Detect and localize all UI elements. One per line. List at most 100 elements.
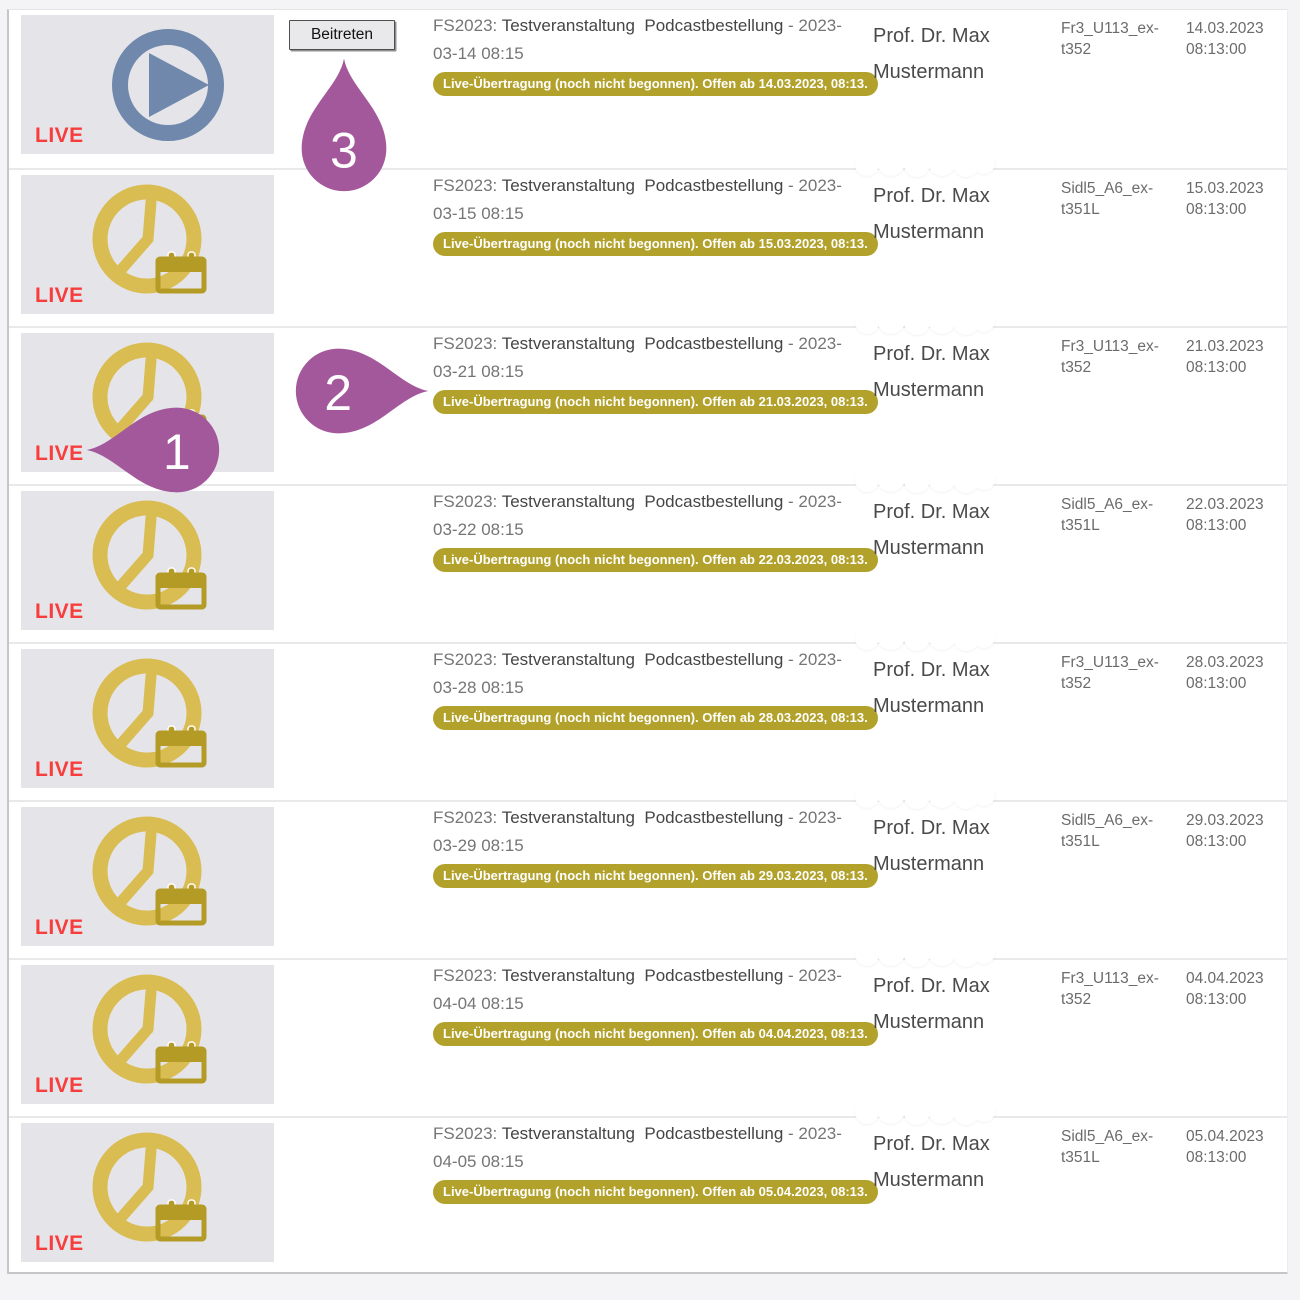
cloud-artifact [855,316,995,335]
room-label: Sidl5_A6_ex- t351L [1061,496,1154,534]
recording-datetime: 05.04.2023 08:13:00 [1186,1128,1264,1166]
title-datetime: - 2023- 04-05 08:15 [433,1124,842,1171]
title-semester-prefix: FS2023: [433,966,502,985]
join-button[interactable]: Beitreten [289,20,395,50]
status-badge: Live-Übertragung (noch nicht begonnen). … [433,548,878,572]
event-title[interactable]: FS2023: Testveranstaltung Podcastbestell… [433,12,903,68]
presenter-name: Prof. Dr. Max Mustermann [873,501,990,559]
room-label: Sidl5_A6_ex- t351L [1061,1128,1154,1166]
presenter-name: Prof. Dr. Max Mustermann [873,975,990,1033]
presenter-name: Prof. Dr. Max Mustermann [873,343,990,401]
annotation-number: 1 [163,424,191,480]
event-title[interactable]: FS2023: Testveranstaltung Podcastbestell… [433,172,903,228]
event-main-column: FS2023: Testveranstaltung Podcastbestell… [433,172,903,256]
list-item-6: LIVE FS2023: Testveranstaltung Podcastbe… [9,790,1287,958]
play-icon [112,29,224,141]
list-item-7: LIVE FS2023: Testveranstaltung Podcastbe… [9,948,1287,1116]
title-course-name: Testveranstaltung Podcastbestellung [501,650,789,669]
video-thumbnail[interactable]: LIVE [21,965,274,1104]
event-title[interactable]: FS2023: Testveranstaltung Podcastbestell… [433,1120,903,1176]
event-main-column: FS2023: Testveranstaltung Podcastbestell… [433,962,903,1046]
room-label: Fr3_U113_ex- t352 [1061,970,1159,1008]
title-course-name: Testveranstaltung Podcastbestellung [501,1124,789,1143]
live-badge: LIVE [35,758,84,781]
cloud-artifact [855,948,995,967]
status-badge: Live-Übertragung (noch nicht begonnen). … [433,232,878,256]
title-semester-prefix: FS2023: [433,1124,502,1143]
cloud-artifact [855,790,995,809]
annotation-marker-2: 2 [294,345,432,442]
live-badge: LIVE [35,916,84,939]
status-badge: Live-Übertragung (noch nicht begonnen). … [433,1022,878,1046]
clock-calendar-icon [92,974,207,1084]
annotation-number: 2 [324,365,352,421]
title-semester-prefix: FS2023: [433,808,502,827]
clock-calendar-icon [92,500,207,610]
video-thumbnail[interactable]: LIVE [21,175,274,314]
event-title[interactable]: FS2023: Testveranstaltung Podcastbestell… [433,804,903,860]
title-course-name: Testveranstaltung Podcastbestellung [501,176,789,195]
title-datetime: - 2023- 03-15 08:15 [433,176,842,223]
room-label: Sidl5_A6_ex- t351L [1061,812,1154,850]
room-label: Fr3_U113_ex- t352 [1061,20,1159,58]
event-main-column: FS2023: Testveranstaltung Podcastbestell… [433,1120,903,1204]
clock-calendar-icon [92,658,207,768]
recording-datetime: 22.03.2023 08:13:00 [1186,496,1264,534]
list-item-3: LIVE FS2023: Testveranstaltung Podcastbe… [9,316,1287,484]
cloud-artifact [855,632,995,651]
presenter-name: Prof. Dr. Max Mustermann [873,1133,990,1191]
video-thumbnail[interactable]: LIVE [21,1123,274,1262]
video-thumbnail[interactable]: LIVE [21,807,274,946]
video-thumbnail[interactable]: LIVE [21,491,274,630]
title-course-name: Testveranstaltung Podcastbestellung [501,16,789,35]
clock-calendar-icon [92,184,207,294]
event-main-column: FS2023: Testveranstaltung Podcastbestell… [433,804,903,888]
video-thumbnail[interactable]: LIVE [21,649,274,788]
live-badge: LIVE [35,284,84,307]
live-events-list: LIVE Beitreten FS2023: Testveranstaltung… [7,9,1288,1274]
status-badge: Live-Übertragung (noch nicht begonnen). … [433,1180,878,1204]
title-semester-prefix: FS2023: [433,176,502,195]
live-badge: LIVE [35,124,84,147]
annotation-marker-3: 3 [298,55,390,198]
title-course-name: Testveranstaltung Podcastbestellung [501,966,789,985]
list-item-1: LIVE Beitreten FS2023: Testveranstaltung… [9,10,1287,168]
title-semester-prefix: FS2023: [433,16,502,35]
title-datetime: - 2023- 03-14 08:15 [433,16,842,63]
event-title[interactable]: FS2023: Testveranstaltung Podcastbestell… [433,962,903,1018]
room-label: Fr3_U113_ex- t352 [1061,338,1159,376]
status-badge: Live-Übertragung (noch nicht begonnen). … [433,864,878,888]
status-badge: Live-Übertragung (noch nicht begonnen). … [433,72,878,96]
event-title[interactable]: FS2023: Testveranstaltung Podcastbestell… [433,646,903,702]
title-datetime: - 2023- 04-04 08:15 [433,966,842,1013]
event-main-column: FS2023: Testveranstaltung Podcastbestell… [433,12,903,96]
event-main-column: FS2023: Testveranstaltung Podcastbestell… [433,488,903,572]
list-item-8: LIVE FS2023: Testveranstaltung Podcastbe… [9,1106,1287,1272]
event-main-column: FS2023: Testveranstaltung Podcastbestell… [433,330,903,414]
title-datetime: - 2023- 03-21 08:15 [433,334,842,381]
presenter-name: Prof. Dr. Max Mustermann [873,817,990,875]
title-datetime: - 2023- 03-29 08:15 [433,808,842,855]
title-course-name: Testveranstaltung Podcastbestellung [501,808,789,827]
title-course-name: Testveranstaltung Podcastbestellung [501,492,789,511]
event-title[interactable]: FS2023: Testveranstaltung Podcastbestell… [433,488,903,544]
presenter-name: Prof. Dr. Max Mustermann [873,185,990,243]
title-semester-prefix: FS2023: [433,492,502,511]
annotation-marker-1: 1 [83,404,221,501]
title-semester-prefix: FS2023: [433,650,502,669]
video-thumbnail[interactable]: LIVE [21,15,274,154]
room-label: Sidl5_A6_ex- t351L [1061,180,1154,218]
event-title[interactable]: FS2023: Testveranstaltung Podcastbestell… [433,330,903,386]
cloud-artifact [855,158,995,177]
recording-datetime: 29.03.2023 08:13:00 [1186,812,1264,850]
event-main-column: FS2023: Testveranstaltung Podcastbestell… [433,646,903,730]
live-badge: LIVE [35,442,84,465]
presenter-name: Prof. Dr. Max Mustermann [873,659,990,717]
live-badge: LIVE [35,1074,84,1097]
title-datetime: - 2023- 03-28 08:15 [433,650,842,697]
title-semester-prefix: FS2023: [433,334,502,353]
list-item-4: LIVE FS2023: Testveranstaltung Podcastbe… [9,474,1287,642]
cloud-artifact [855,474,995,493]
live-badge: LIVE [35,600,84,623]
